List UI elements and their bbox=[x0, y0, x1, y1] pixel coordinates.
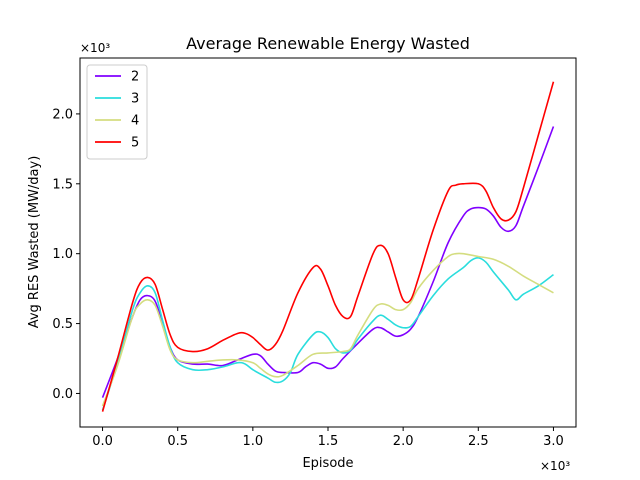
x-axis-multiplier: ×10³ bbox=[540, 459, 570, 473]
x-tick-label: 0.5 bbox=[167, 434, 188, 449]
chart-title: Average Renewable Energy Wasted bbox=[186, 34, 470, 53]
x-tick-label: 1.0 bbox=[243, 434, 264, 449]
y-tick-label: 0.5 bbox=[52, 317, 73, 332]
y-tick-label: 2.0 bbox=[52, 107, 73, 122]
legend-label-4: 4 bbox=[131, 114, 139, 129]
y-axis-ticks: 0.0 0.5 1.0 1.5 2.0 bbox=[52, 107, 80, 402]
x-tick-label: 2.0 bbox=[393, 434, 414, 449]
x-tick-label: 2.5 bbox=[468, 434, 489, 449]
legend: 2 3 4 5 bbox=[86, 64, 148, 160]
x-tick-label: 3.0 bbox=[543, 434, 564, 449]
x-tick-label: 0.0 bbox=[92, 434, 113, 449]
x-tick-label: 1.5 bbox=[318, 434, 339, 449]
y-tick-label: 1.5 bbox=[52, 177, 73, 192]
legend-box bbox=[86, 64, 148, 160]
series-line-5 bbox=[101, 81, 555, 412]
plot-frame bbox=[79, 57, 577, 428]
legend-label-2: 2 bbox=[131, 70, 139, 85]
series-layer bbox=[101, 81, 555, 412]
x-axis-ticks: 0.0 0.5 1.0 1.5 2.0 2.5 3.0 bbox=[92, 427, 564, 449]
x-axis-label: Episode bbox=[302, 456, 353, 471]
y-tick-label: 1.0 bbox=[52, 247, 73, 262]
y-axis-multiplier: ×10³ bbox=[80, 41, 110, 55]
legend-label-5: 5 bbox=[131, 136, 139, 151]
series-line-4 bbox=[101, 252, 554, 407]
legend-label-3: 3 bbox=[131, 92, 139, 107]
y-axis-label: Avg RES Wasted (MW/day) bbox=[27, 156, 42, 329]
y-tick-label: 0.0 bbox=[52, 387, 73, 402]
